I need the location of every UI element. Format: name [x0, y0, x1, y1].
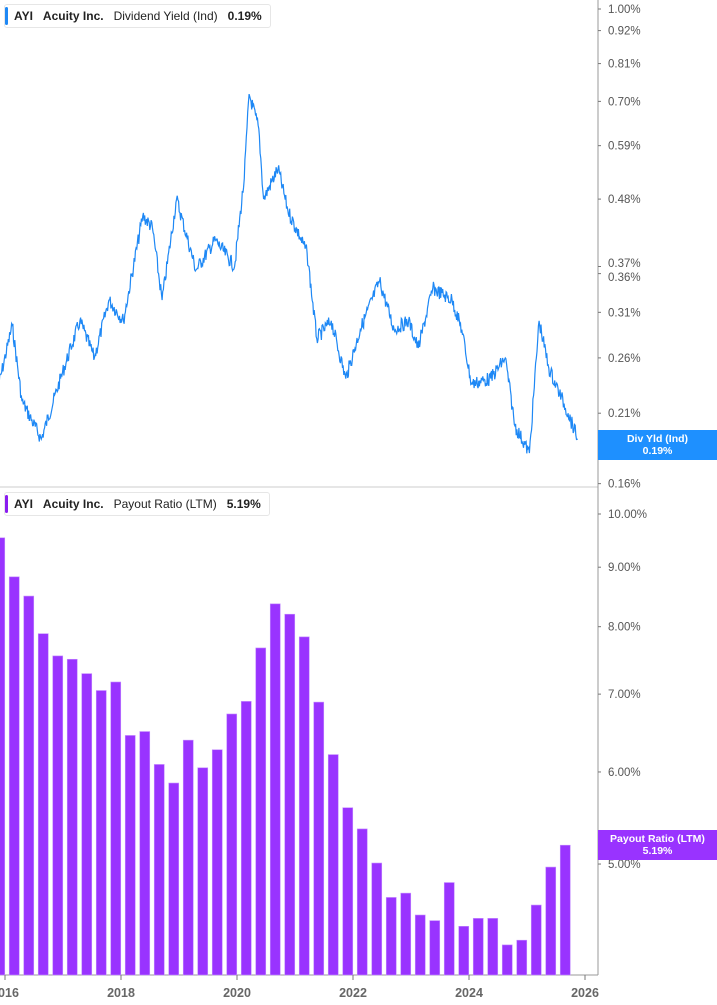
payout-ratio-bar: [342, 807, 354, 976]
y-tick-label: 9.00%: [608, 562, 641, 574]
payout-ratio-bar: [197, 767, 209, 976]
y-tick-label: 6.00%: [608, 767, 641, 779]
y-tick-label: 0.59%: [608, 141, 641, 153]
payout-ratio-bar: [110, 681, 122, 976]
payout-ratio-bar: [501, 944, 513, 976]
payout-ratio-bar: [414, 914, 426, 976]
payout-ratio-bar: [0, 537, 6, 976]
series-color-marker: [5, 495, 8, 513]
payout-ratio-bar: [298, 636, 310, 976]
payout-ratio-bar: [269, 603, 281, 976]
payout-ratio-bar: [429, 920, 441, 976]
x-tick-label: 2016: [0, 986, 19, 1000]
payout-ratio-bar: [81, 673, 93, 976]
payout-ratio-bar: [559, 844, 571, 976]
metric-value: 0.19%: [227, 9, 262, 23]
x-tick-label: 2026: [571, 986, 599, 1000]
company-name: Acuity Inc.: [42, 9, 104, 23]
payout-ratio-bar: [240, 701, 252, 976]
series-color-marker: [5, 7, 8, 25]
payout-ratio-bar: [443, 882, 455, 976]
y-tick-label: 0.21%: [608, 408, 641, 420]
y-tick-label: 0.70%: [608, 96, 641, 108]
payout-ratio-bar: [371, 862, 383, 976]
payout-ratio-bar: [472, 918, 484, 976]
payout-ratio-bar: [52, 655, 64, 976]
flag-value: 5.19%: [642, 845, 673, 857]
payout-ratio-bar: [313, 701, 325, 976]
payout-ratio-bar: [327, 754, 339, 976]
metric-value: 5.19%: [226, 497, 261, 511]
y-tick-label: 0.36%: [608, 272, 641, 284]
ticker: AYI: [14, 9, 33, 23]
y-tick-label: 0.26%: [608, 353, 641, 365]
payout-ratio-bar: [487, 918, 499, 976]
x-tick-label: 2020: [223, 986, 251, 1000]
payout-ratio-price-flag: Payout Ratio (LTM) 5.19%: [598, 830, 717, 860]
div-yield-price-flag: Div Yld (Ind) 0.19%: [598, 430, 717, 460]
ticker: AYI: [14, 497, 33, 511]
y-tick-label: 0.31%: [608, 307, 641, 319]
dividend-yield-line: [0, 93, 578, 454]
metric-name: Dividend Yield (Ind): [113, 9, 218, 23]
y-tick-label: 10.00%: [608, 509, 647, 521]
payout-ratio-bar: [95, 690, 107, 976]
payout-ratio-bar: [226, 713, 238, 976]
payout-ratio-bar: [356, 828, 368, 976]
payout-ratio-bar: [400, 892, 412, 976]
x-tick-label: 2018: [107, 986, 135, 1000]
payout-ratio-bar: [153, 764, 165, 976]
y-tick-label: 5.00%: [608, 859, 641, 871]
payout-ratio-bar: [516, 939, 528, 976]
y-tick-label: 1.00%: [608, 4, 641, 16]
payout-ratio-bar: [284, 613, 296, 976]
payout-ratio-bar: [8, 576, 20, 976]
metric-name: Payout Ratio (LTM): [113, 497, 217, 511]
payout-ratio-bar: [37, 633, 49, 976]
payout-ratio-bar: [168, 782, 180, 976]
payout-ratio-bar: [124, 735, 136, 976]
payout-ratio-bar: [182, 739, 194, 976]
payout-ratio-bar: [530, 904, 542, 976]
payout-ratio-bar: [139, 731, 151, 976]
y-tick-label: 0.92%: [608, 26, 641, 38]
y-tick-label: 7.00%: [608, 689, 641, 701]
x-tick-label: 2024: [455, 986, 483, 1000]
top-legend: AYI Acuity Inc. Dividend Yield (Ind) 0.1…: [4, 4, 271, 28]
x-tick-label: 2022: [339, 986, 367, 1000]
payout-ratio-bar: [385, 897, 397, 976]
flag-label: Payout Ratio (LTM): [610, 833, 705, 845]
payout-ratio-bar: [23, 595, 35, 976]
y-tick-label: 0.81%: [608, 59, 641, 71]
y-tick-label: 8.00%: [608, 622, 641, 634]
y-tick-label: 0.37%: [608, 258, 641, 270]
y-tick-label: 0.48%: [608, 194, 641, 206]
flag-value: 0.19%: [642, 445, 673, 457]
payout-ratio-bar: [211, 749, 223, 976]
payout-ratio-bar: [255, 647, 267, 976]
payout-ratio-bar: [458, 926, 470, 976]
flag-label: Div Yld (Ind): [626, 433, 689, 445]
payout-ratio-bar: [66, 658, 78, 976]
bottom-legend: AYI Acuity Inc. Payout Ratio (LTM) 5.19%: [4, 492, 270, 516]
y-tick-label: 0.16%: [608, 479, 641, 491]
company-name: Acuity Inc.: [42, 497, 104, 511]
payout-ratio-bar: [545, 866, 557, 976]
